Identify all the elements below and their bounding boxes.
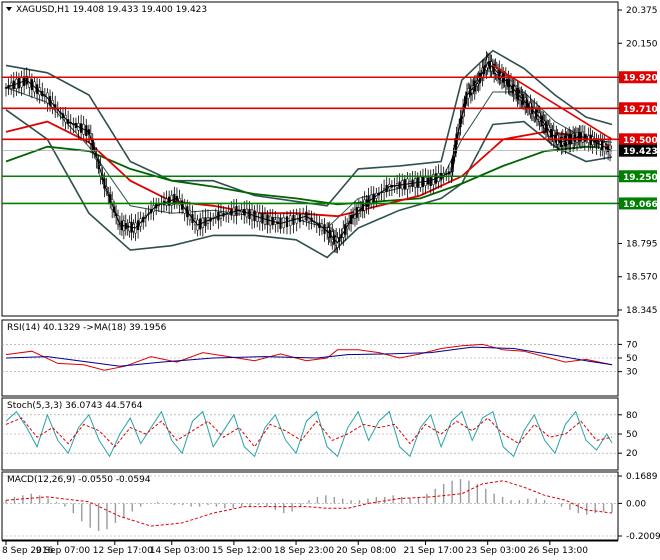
rsi-pane-tick-label: 50	[626, 354, 638, 364]
time-tick-label: 23 Sep 03:00	[466, 546, 526, 556]
rsi-line	[5, 343, 613, 371]
time-tick-label: 21 Sep 17:00	[404, 546, 464, 556]
bollinger-middle-line	[5, 87, 613, 229]
macd-pane-tick-label: 0.00	[626, 499, 646, 509]
stoch-pane-tick-label: 80	[626, 411, 638, 421]
macd-pane-tick-label: -0.2009	[626, 532, 660, 542]
level-tag	[619, 133, 657, 146]
time-tick-label: 18 Sep 23:00	[274, 546, 334, 556]
price-tick-label: 18.795	[626, 239, 658, 249]
macd-pane-tick-label: 0.1689	[626, 472, 658, 482]
stoch-d-line	[5, 417, 613, 448]
stoch-k-line	[5, 410, 613, 458]
bollinger-lower-line	[5, 109, 613, 259]
current-price-tag	[619, 144, 657, 157]
price-pane-frame	[1, 1, 619, 317]
time-tick-label: 8 Sep 2016	[2, 546, 54, 556]
rsi-pane-title: RSI(14) 40.1329 ->MA(18) 39.1956	[7, 323, 167, 333]
rsi-pane-tick-label: 70	[626, 340, 638, 350]
current-price-label: 19.423	[623, 147, 658, 157]
macd-signal-line	[5, 480, 613, 527]
symbol-info: XAGUSD,H1 19.408 19.433 19.400 19.423	[16, 5, 207, 15]
macd-pane-frame	[1, 471, 619, 541]
stoch-pane: 80 50 20 Stoch(5,3,3) 36.0743 44.5764	[1, 397, 638, 471]
time-tick-label: 14 Sep 03:00	[150, 546, 210, 556]
stoch-pane-tick-label: 50	[626, 430, 638, 440]
stoch-pane-title: Stoch(5,3,3) 36.0743 44.5764	[7, 401, 143, 411]
time-tick-label: 12 Sep 17:00	[93, 546, 153, 556]
time-tick-label: 9 Sep 07:00	[36, 546, 91, 556]
level-tag-label: 19.066	[623, 200, 658, 210]
level-tag	[619, 102, 657, 115]
price-tick-label: 20.375	[626, 6, 658, 16]
price-pane: 20.375 20.150 18.795 18.570 18.345 19.920 19.7…	[1, 1, 658, 317]
level-tag-label: 19.500	[623, 136, 658, 146]
collapse-triangle-icon	[6, 7, 12, 11]
price-tick-label: 18.345	[626, 306, 658, 316]
rsi-ma-line	[5, 346, 613, 367]
macd-pane: 0.1689 0.00 -0.2009 MACD(12,26,9) -0.0550 -…	[1, 471, 660, 542]
time-tick-label: 15 Sep 12:00	[212, 546, 272, 556]
level-tag	[619, 170, 657, 183]
stoch-pane-tick-label: 20	[626, 449, 638, 459]
price-tick-label: 20.150	[626, 39, 658, 49]
level-tag	[619, 197, 657, 210]
macd-pane-title: MACD(12,26,9) -0.0550 -0.0594	[7, 475, 151, 485]
level-tag	[619, 71, 657, 84]
price-tick-label: 18.570	[626, 273, 658, 283]
rsi-pane: 70 50 30 RSI(14) 40.1329 ->MA(18) 39.1956	[1, 319, 638, 397]
time-tick-label: 26 Sep 13:00	[528, 546, 588, 556]
moving-average-green-line	[5, 145, 613, 206]
price-line	[5, 61, 613, 244]
rsi-pane-tick-label: 30	[626, 368, 638, 378]
level-tag-label: 19.710	[623, 105, 658, 115]
time-tick-label: 20 Sep 08:00	[336, 546, 396, 556]
level-tag-label: 19.920	[623, 74, 658, 84]
level-tag-label: 19.250	[623, 173, 658, 183]
